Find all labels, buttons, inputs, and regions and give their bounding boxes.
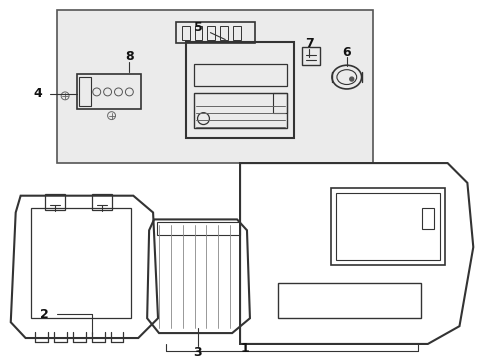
Bar (193, 93, 286, 129)
Bar (277, 283, 420, 318)
Bar (185, 41, 294, 138)
Text: 3: 3 (193, 346, 202, 359)
Bar (79, 77, 91, 106)
Bar (207, 26, 215, 40)
Bar (194, 26, 202, 40)
Bar (30, 208, 131, 318)
Text: 2: 2 (40, 308, 49, 321)
Bar (45, 194, 65, 210)
Bar (330, 188, 444, 265)
Text: 4: 4 (33, 87, 42, 100)
Bar (193, 64, 286, 86)
Text: 6: 6 (342, 46, 350, 59)
Bar (92, 194, 111, 210)
Text: 1: 1 (240, 342, 249, 355)
Bar (57, 10, 373, 163)
Bar (182, 26, 189, 40)
Bar (157, 222, 240, 235)
Bar (233, 26, 241, 40)
Bar (302, 48, 320, 65)
Bar (421, 208, 433, 229)
Bar (335, 193, 439, 260)
Bar (272, 93, 286, 113)
Bar (220, 26, 228, 40)
Text: 5: 5 (194, 21, 203, 34)
Bar (176, 22, 254, 44)
Bar (77, 74, 141, 109)
Text: 7: 7 (304, 37, 313, 50)
Text: 8: 8 (125, 50, 133, 63)
Circle shape (349, 77, 353, 81)
